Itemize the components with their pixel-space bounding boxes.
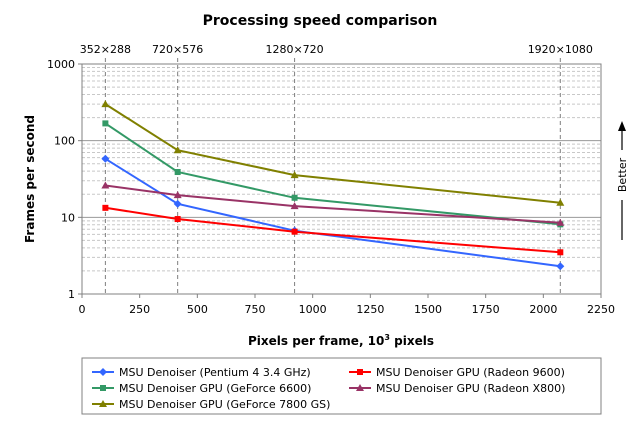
x-tick-label: 1500 — [414, 303, 442, 316]
series-line — [104, 103, 561, 204]
data-point — [556, 198, 565, 206]
x-axis-label-exponent: 3 — [384, 333, 390, 342]
x-tick-label: 750 — [245, 303, 266, 316]
legend-swatch-marker — [356, 384, 364, 391]
series-line — [105, 184, 561, 224]
data-point — [291, 194, 298, 201]
resolution-labels: 352×288 720×576 1280×720 1920×1080 — [80, 43, 593, 294]
data-point — [102, 204, 109, 211]
better-arrow-head — [618, 121, 626, 131]
data-point — [174, 169, 181, 176]
data-point — [173, 199, 182, 208]
data-point — [174, 216, 181, 223]
x-axis-label-suffix: pixels — [390, 334, 434, 348]
data-point — [291, 228, 298, 235]
legend: MSU Denoiser (Pentium 4 3.4 GHz) MSU Deno… — [92, 366, 565, 411]
legend-label: MSU Denoiser (Pentium 4 3.4 GHz) — [119, 366, 311, 379]
legend-swatch-marker — [99, 368, 107, 376]
data-point — [290, 171, 299, 179]
data-point — [101, 181, 110, 189]
x-tick-label: 1750 — [472, 303, 500, 316]
plot-frame — [81, 63, 602, 295]
series-line — [105, 206, 561, 254]
y-tick-label: 100 — [54, 135, 75, 148]
resolution-label: 1920×1080 — [528, 43, 593, 56]
data-point — [556, 218, 565, 226]
x-tick-label: 500 — [187, 303, 208, 316]
legend-label: MSU Denoiser GPU (Radeon X800) — [376, 382, 565, 395]
x-tick-label: 1000 — [299, 303, 327, 316]
data-point — [173, 191, 182, 199]
better-label-bg — [615, 150, 629, 200]
y-tick-label: 1000 — [47, 58, 75, 71]
series-line — [104, 157, 561, 268]
series-line — [104, 122, 561, 226]
legend-box — [81, 357, 602, 415]
legend-label: MSU Denoiser GPU (GeForce 7800 GS) — [119, 398, 330, 411]
resolution-label: 1280×720 — [265, 43, 323, 56]
y-tick-label: 10 — [61, 211, 75, 224]
data-point — [557, 249, 564, 256]
x-axis-ticks: 0 250 500 750 1000 1250 1500 1750 2000 2250 — [79, 294, 615, 316]
chart-title: Processing speed comparison — [203, 13, 438, 29]
data-point — [556, 262, 565, 271]
x-tick-label: 2000 — [529, 303, 557, 316]
legend-label: MSU Denoiser GPU (GeForce 6600) — [119, 382, 311, 395]
data-point — [101, 100, 110, 108]
x-axis-label: Pixels per frame, 103 pixels — [248, 333, 434, 348]
resolution-label: 352×288 — [80, 43, 131, 56]
legend-label: MSU Denoiser GPU (Radeon 9600) — [376, 366, 565, 379]
x-tick-label: 250 — [129, 303, 150, 316]
legend-swatch-marker — [357, 369, 363, 375]
y-axis-label: Frames per second — [23, 115, 37, 243]
data-point — [101, 154, 110, 163]
data-point — [173, 146, 182, 154]
x-tick-label: 0 — [79, 303, 86, 316]
y-tick-label: 1 — [68, 288, 75, 301]
series-group — [101, 100, 565, 271]
x-tick-label: 2250 — [587, 303, 615, 316]
better-label: Better — [616, 157, 629, 192]
data-point — [290, 202, 299, 210]
legend-swatch-marker — [100, 385, 106, 391]
y-axis-ticks: 1 10 100 1000 — [47, 58, 82, 301]
better-annotation: Better — [615, 121, 629, 240]
x-tick-label: 1250 — [356, 303, 384, 316]
x-axis-label-main: Pixels per frame, 10 — [248, 334, 384, 348]
resolution-label: 720×576 — [152, 43, 203, 56]
data-point — [102, 120, 109, 127]
legend-swatch-marker — [99, 400, 107, 407]
